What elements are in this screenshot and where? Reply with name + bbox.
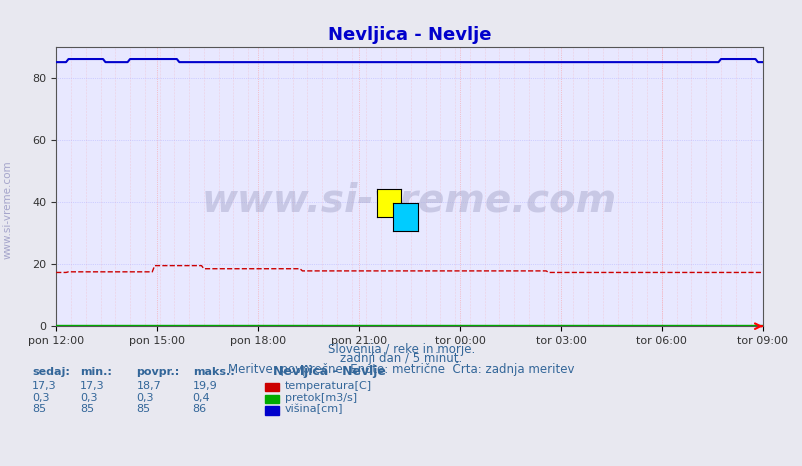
Text: Nevljica - Nevlje: Nevljica - Nevlje [273, 365, 386, 378]
Text: 85: 85 [136, 404, 151, 414]
Text: 85: 85 [32, 404, 47, 414]
Title: Nevljica - Nevlje: Nevljica - Nevlje [327, 26, 491, 44]
Text: www.si-vreme.com: www.si-vreme.com [3, 160, 13, 259]
Text: pretok[m3/s]: pretok[m3/s] [285, 393, 357, 403]
Text: Slovenija / reke in morje.: Slovenija / reke in morje. [327, 343, 475, 356]
Text: 0,3: 0,3 [32, 393, 50, 403]
Text: zadnji dan / 5 minut.: zadnji dan / 5 minut. [340, 352, 462, 365]
Text: 0,3: 0,3 [136, 393, 154, 403]
Text: min.:: min.: [80, 367, 112, 377]
Text: 85: 85 [80, 404, 95, 414]
Text: www.si-vreme.com: www.si-vreme.com [201, 181, 617, 219]
Text: povpr.:: povpr.: [136, 367, 180, 377]
Text: 17,3: 17,3 [32, 381, 57, 391]
Text: 0,4: 0,4 [192, 393, 210, 403]
Text: sedaj:: sedaj: [32, 367, 70, 377]
Text: 86: 86 [192, 404, 207, 414]
Text: 0,3: 0,3 [80, 393, 98, 403]
Text: maks.:: maks.: [192, 367, 234, 377]
Text: 18,7: 18,7 [136, 381, 161, 391]
Text: višina[cm]: višina[cm] [285, 404, 343, 414]
Text: temperatura[C]: temperatura[C] [285, 381, 371, 391]
Text: 19,9: 19,9 [192, 381, 217, 391]
Text: 17,3: 17,3 [80, 381, 105, 391]
Text: Meritve: povprečne  Enote: metrične  Črta: zadnja meritev: Meritve: povprečne Enote: metrične Črta:… [228, 361, 574, 376]
